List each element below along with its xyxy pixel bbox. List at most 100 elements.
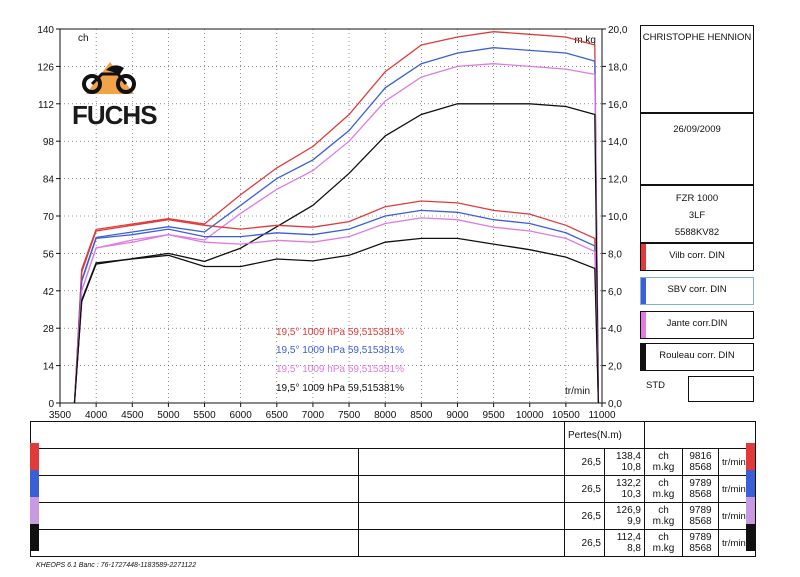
result-loss: 26,5 [564,448,605,476]
row-color-strip [746,443,755,470]
vehicle-plate: 5588KV82 [674,227,720,238]
dyno-chart: 0 14 28 42 56 70 84 98 112 126 140 0,0 2,0 4,0 6,0 8,0 1… [37,25,628,420]
tick-label-right: 12,0 [608,175,628,186]
vehicle-code: 3LF [688,210,706,221]
owner-name: CHRISTOPHE HENNION [642,32,752,43]
tick-label-x: 9500 [482,410,505,420]
legend-item-sbv[interactable]: SBV corr. DIN [640,277,754,305]
row-color-strip [746,497,755,524]
condition-line: 19,5° 1009 hPa 59,515381% [276,383,404,394]
result-units: ch m.kg [644,502,683,530]
result-values: 132,2 10,3 [604,475,645,503]
result-loss: 26,5 [564,475,605,503]
tick-label-right: 18,0 [608,62,628,73]
result-rpm: 9816 8568 [682,448,719,476]
tick-label-left: 84 [43,175,55,186]
power-curve [73,63,600,404]
tick-label-left: 98 [43,137,55,148]
result-rpm: 9789 8568 [682,529,719,557]
power-curve [73,31,600,404]
legend-swatch [641,344,646,370]
torque-curve [73,237,600,404]
torque-curve [73,200,600,404]
result-values: 138,4 10,8 [604,448,645,476]
tick-label-right: 16,0 [608,100,628,111]
losses-header: Pertes(N.m) [564,421,645,449]
condition-line: 19,5° 1009 hPa 59,515381% [276,345,404,356]
tick-label-x: 5500 [193,410,216,420]
tick-label-right: 2,0 [608,362,622,373]
tick-label-left: 140 [37,25,54,36]
legend-item-vilb[interactable]: Vilb corr. DIN [640,243,754,271]
tick-label-right: 10,0 [608,212,628,223]
result-row-jante: 26,5 126,9 9,9 ch m.kg 9789 8568 tr/min [30,502,757,530]
tick-label-x: 8500 [410,410,433,420]
legend-swatch [641,244,646,270]
result-units: ch m.kg [644,475,683,503]
tick-label-right: 6,0 [608,287,622,298]
results-header-row: Pertes(N.m) [30,421,757,449]
tick-label-x: 6500 [266,410,289,420]
result-rpm: 9789 8568 [682,475,719,503]
legend-label: Vilb corr. DIN [669,250,725,261]
torque-curve [73,209,600,404]
row-color-strip [746,470,755,497]
tick-label-left: 56 [43,249,55,260]
result-values: 112,4 8,8 [604,529,645,557]
std-box[interactable] [688,376,754,402]
tick-label-x: 8000 [374,410,397,420]
motorbike-logo-icon [82,62,136,94]
tick-label-x: 11000 [588,410,616,420]
date-box: 26/09/2009 [640,113,754,185]
tick-label-x: 10000 [516,410,544,420]
condition-line: 19,5° 1009 hPa 59,515381% [276,327,404,338]
tick-label-right: 14,0 [608,137,628,148]
row-color-strip [746,524,755,551]
tick-label-right: 20,0 [608,25,628,36]
test-date: 26/09/2009 [673,124,721,135]
result-loss: 26,5 [564,502,605,530]
row-color-strip [30,470,39,497]
tick-label-left: 42 [43,287,55,298]
row-color-strip [30,524,39,551]
power-curve [73,47,600,404]
tick-label-right: 8,0 [608,249,622,260]
x-axis-label: tr/min [565,386,590,397]
tick-label-left: 126 [37,62,54,73]
result-row-rouleau: 26,5 112,4 8,8 ch m.kg 9789 8568 tr/min [30,529,757,557]
owner-box: CHRISTOPHE HENNION [640,25,754,113]
tick-label-right: 0,0 [608,399,622,410]
logo-text: FUCHS [72,100,158,130]
tick-label-left: 70 [43,212,55,223]
std-label: STD [646,380,665,391]
tick-label-left: 0 [48,399,54,410]
torque-curve [73,217,600,404]
result-row-sbv: 26,5 132,2 10,3 ch m.kg 9789 8568 tr/min [30,475,757,503]
tick-label-x: 5000 [157,410,180,420]
tick-label-x: 3500 [49,410,72,420]
fuchs-logo: FUCHS [72,56,158,130]
tick-label-x: 9000 [446,410,469,420]
tick-label-x: 7500 [338,410,361,420]
vehicle-box: FZR 1000 3LF 5588KV82 [640,185,754,243]
legend-item-rouleau[interactable]: Rouleau corr. DIN [640,343,754,371]
tick-label-left: 28 [43,324,55,335]
tick-label-right: 4,0 [608,324,622,335]
tick-label-left: 112 [38,100,54,111]
legend-label: SBV corr. DIN [667,284,727,295]
result-values: 126,9 9,9 [604,502,645,530]
legend-item-jante[interactable]: Jante corr.DIN [640,311,754,339]
left-axis-label: ch [78,33,89,44]
tick-label-x: 4000 [85,410,108,420]
legend-swatch [641,278,646,304]
result-rpm: 9789 8568 [682,502,719,530]
result-loss: 26,5 [564,529,605,557]
tick-label-x: 7000 [302,410,325,420]
result-units: ch m.kg [644,448,683,476]
row-color-strip [30,443,39,470]
legend-label: Rouleau corr. DIN [659,350,735,361]
right-axis-label: m.kg [574,35,596,46]
tick-label-x: 10500 [552,410,580,420]
footer-text: KHEOPS 6.1 Banc : 76-1727448-1183589-227… [36,562,197,569]
result-row-vilb: 26,5 138,4 10,8 ch m.kg 9816 8568 tr/min [30,448,757,476]
